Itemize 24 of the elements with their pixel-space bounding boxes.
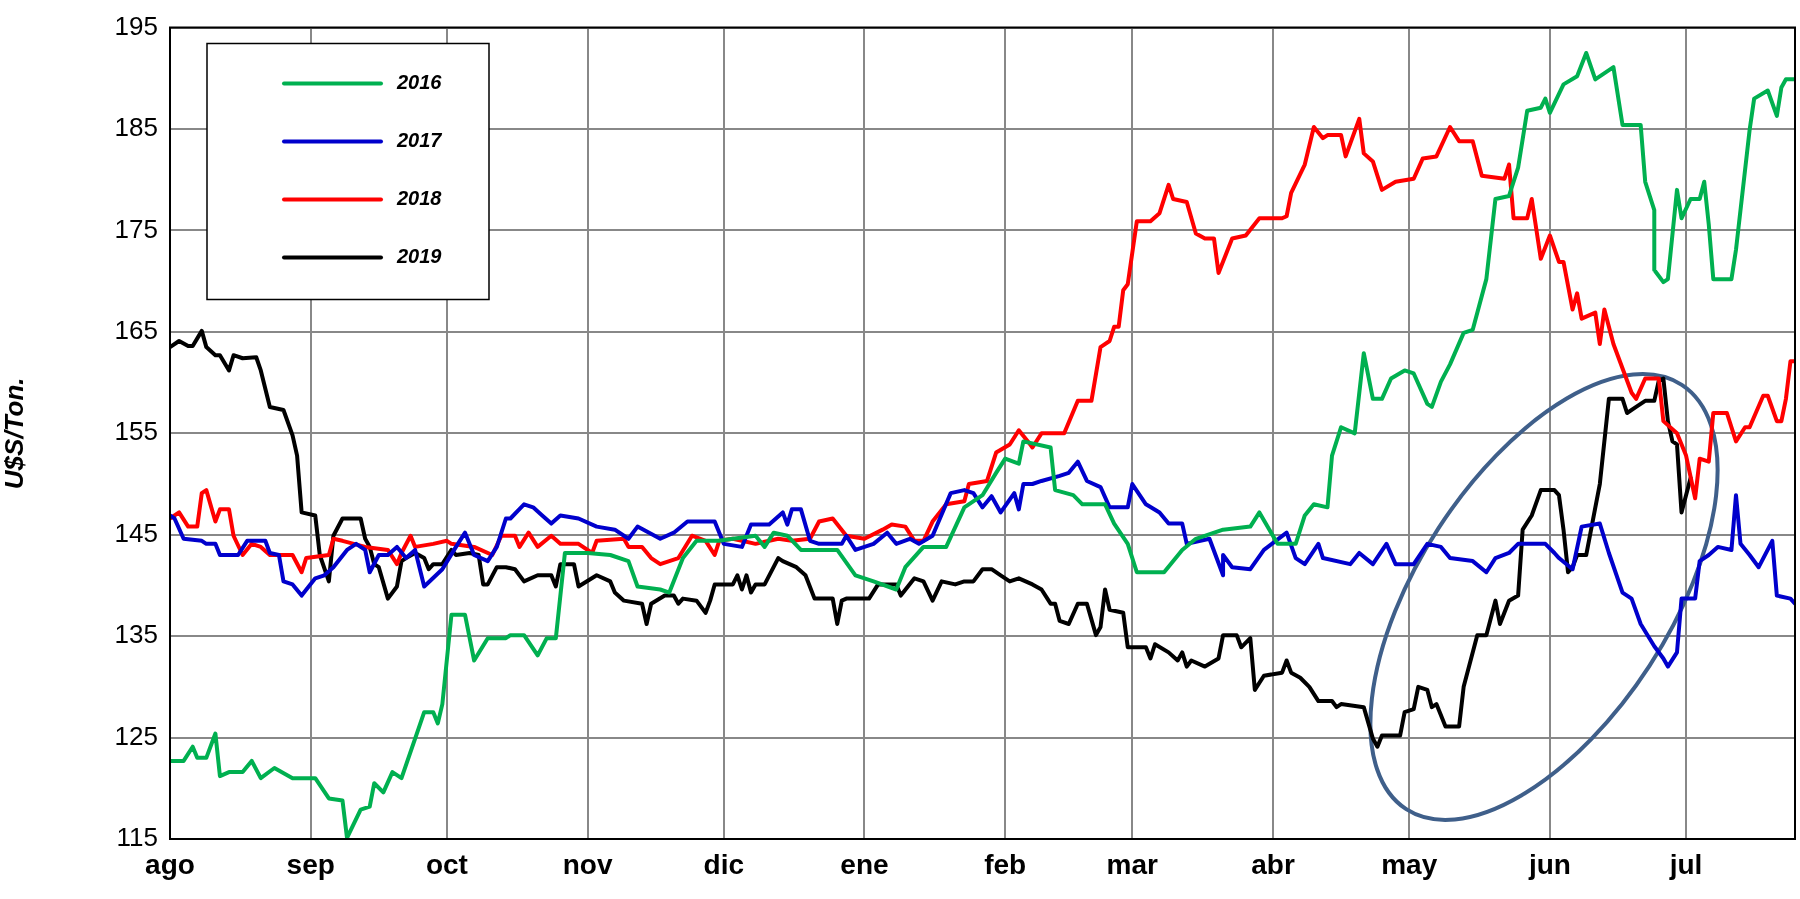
x-tick-label: sep <box>286 848 335 880</box>
y-tick-label: 125 <box>114 720 158 751</box>
x-tick-label: jun <box>1527 848 1571 880</box>
legend-label: 2017 <box>396 129 443 152</box>
y-tick-label: 165 <box>114 315 158 346</box>
y-tick-label: 175 <box>114 213 158 244</box>
x-tick-label: dic <box>703 848 745 880</box>
y-tick-label: 195 <box>114 10 158 41</box>
y-tick-label: 155 <box>114 416 158 447</box>
legend-label: 2018 <box>396 187 443 210</box>
legend-label: 2016 <box>396 71 443 94</box>
x-tick-label: abr <box>1251 848 1295 880</box>
x-tick-label: mar <box>1106 848 1159 880</box>
x-tick-label: ene <box>840 848 889 880</box>
x-tick-label: may <box>1381 848 1438 880</box>
y-tick-label: 135 <box>114 619 158 650</box>
y-axis-title: U$S/Ton. <box>0 377 29 490</box>
x-tick-label: nov <box>562 848 613 880</box>
x-tick-label: oct <box>425 848 468 880</box>
legend-label: 2019 <box>396 245 443 268</box>
x-tick-label: feb <box>984 848 1027 880</box>
y-tick-label: 185 <box>114 112 158 143</box>
y-tick-label: 145 <box>114 517 158 548</box>
x-tick-label: jul <box>1668 848 1703 880</box>
